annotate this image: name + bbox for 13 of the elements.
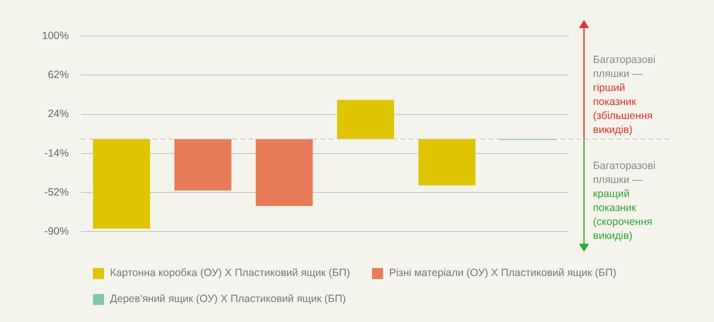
legend-label: Картонна коробка (ОУ) Х Пластиковий ящик (БП) [110,267,350,279]
y-tick-label: 24% [48,108,69,120]
y-tick-label: -90% [44,226,69,238]
legend-label: Різні матеріали (ОУ) Х Пластиковий ящик (БП) [389,267,616,279]
y-tick-label: -52% [44,186,69,198]
legend-label: Дерев'яний ящик (ОУ) Х Пластиковий ящик (БП) [110,293,346,305]
text: гірший показник (збільшення викидів) [593,81,654,137]
y-tick-label: 62% [48,69,69,82]
y-tick-label: -14% [44,147,69,160]
text: кращий показник (скорочення викидів) [593,187,654,243]
text: Багаторазові пляшки — [593,159,656,187]
text: Багаторазові пляшки — [593,53,656,81]
y-tick-label: 100% [42,30,69,42]
